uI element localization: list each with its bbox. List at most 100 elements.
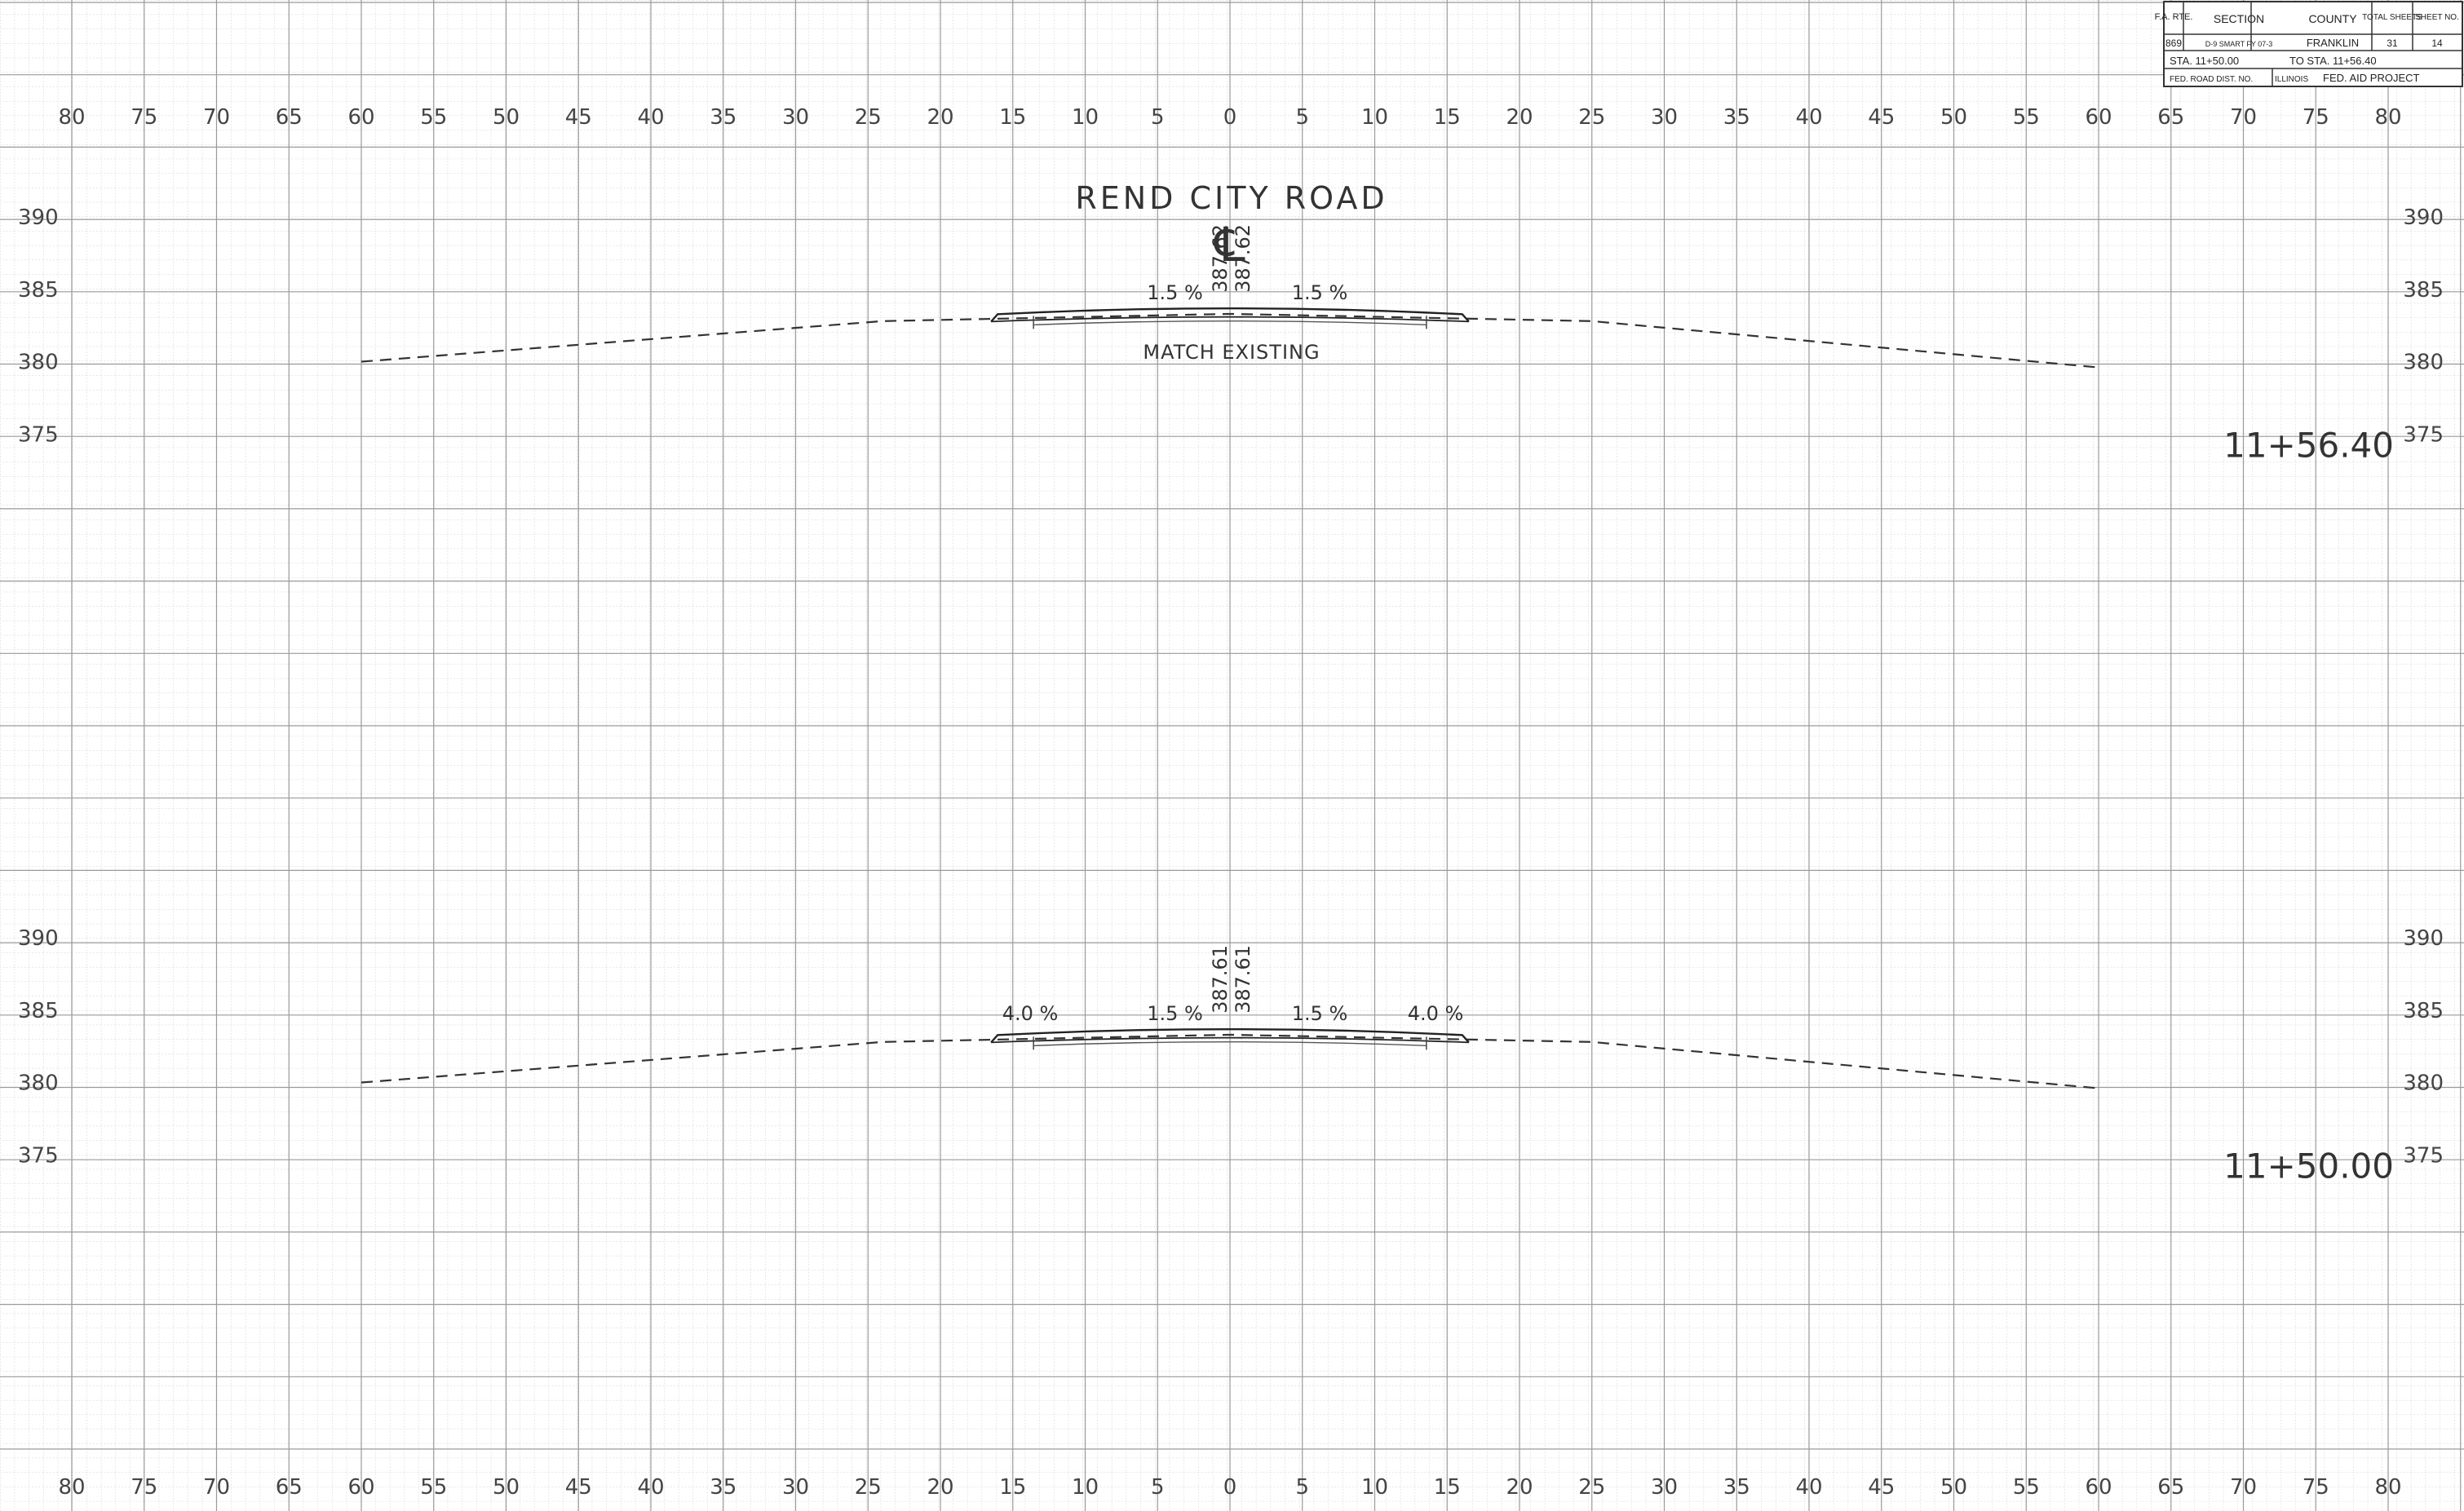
offset-tick-label: 25 [855, 1475, 882, 1500]
elevation-label-right: 375 [2403, 1143, 2444, 1168]
offset-tick-label: 15 [999, 1475, 1026, 1500]
station-label: 11+50.00 [2223, 1146, 2394, 1186]
offset-tick-label: 50 [493, 105, 520, 130]
elevation-label-left: 385 [18, 999, 59, 1023]
offset-tick-label: 60 [347, 1475, 374, 1500]
elevation-label-left: 375 [18, 422, 59, 447]
cross-slope-label: 1.5 % [1147, 1002, 1203, 1025]
offset-tick-label: 65 [276, 1475, 303, 1500]
offset-tick-label: 0 [1223, 1475, 1237, 1500]
elevation-label-left: 380 [18, 1071, 59, 1096]
elevation-label-right: 390 [2403, 205, 2444, 230]
offset-tick-label: 5 [1151, 105, 1165, 130]
offset-tick-label: 35 [1723, 105, 1750, 130]
offset-tick-label: 30 [782, 1475, 809, 1500]
elevation-label-left: 380 [18, 351, 59, 375]
offset-tick-label: 45 [565, 105, 592, 130]
offset-tick-label: 70 [2230, 1475, 2257, 1500]
offset-tick-label: 65 [276, 105, 303, 130]
offset-tick-label: 10 [1072, 1475, 1099, 1500]
offset-tick-label: 25 [1578, 105, 1605, 130]
section-note: MATCH EXISTING [1143, 341, 1320, 364]
elevation-label-right: 380 [2403, 351, 2444, 375]
offset-tick-label: 60 [2085, 105, 2112, 130]
existing-ground-line [361, 1033, 2099, 1089]
offset-tick-label: 70 [203, 105, 230, 130]
offset-tick-label: 10 [1361, 1475, 1388, 1500]
offset-tick-label: 55 [420, 1475, 447, 1500]
offset-tick-label: 20 [1506, 1475, 1533, 1500]
offset-tick-label: 30 [782, 105, 809, 130]
pavement-base-line [1033, 1040, 1427, 1047]
offset-tick-label: 80 [58, 105, 85, 130]
elevation-label-left: 385 [18, 278, 59, 303]
cross-sections: 387.62 387.62 1.5 % 1.5 % MATCH EXISTING 11+5… [361, 224, 2394, 1186]
offset-tick-label: 10 [1361, 105, 1388, 130]
elevation-label-right: 380 [2403, 1071, 2444, 1096]
cross-slope-label: 1.5 % [1147, 281, 1203, 304]
offset-tick-label: 50 [493, 1475, 520, 1500]
tb-val-rte: 869 [2165, 38, 2182, 49]
tb-sta-to: TO STA. 11+56.40 [2289, 55, 2377, 67]
offset-tick-label: 60 [2085, 1475, 2112, 1500]
elevation-label-right: 375 [2403, 422, 2444, 447]
offset-tick-label: 80 [2374, 105, 2401, 130]
cross-slope-label: 1.5 % [1292, 281, 1348, 304]
tb-fed-dist: FED. ROAD DIST. NO. [2170, 75, 2253, 84]
offset-tick-label: 5 [1151, 1475, 1165, 1500]
tb-hdr-sheet: SHEET NO. [2415, 13, 2459, 22]
offset-tick-label: 75 [130, 1475, 157, 1500]
tb-val-sheet: 14 [2431, 38, 2443, 49]
tb-val-county: FRANKLIN [2307, 37, 2359, 49]
tb-hdr-section: SECTION [2214, 12, 2264, 25]
offset-tick-label: 20 [927, 105, 953, 130]
tb-hdr-rte: F.A. RTE. [2155, 12, 2193, 22]
offset-tick-label: 30 [1651, 105, 1678, 130]
elevation-label-right: 385 [2403, 278, 2444, 303]
pavement-base-line [1033, 320, 1427, 326]
offset-tick-label: 55 [2013, 105, 2040, 130]
offset-tick-label: 25 [855, 105, 882, 130]
offset-tick-label: 45 [565, 1475, 592, 1500]
offset-tick-label: 20 [1506, 105, 1533, 130]
offset-tick-label: 50 [1940, 105, 1967, 130]
elevation-label-left: 375 [18, 1143, 59, 1168]
offset-tick-label: 45 [1868, 105, 1895, 130]
offset-tick-label: 65 [2157, 105, 2184, 130]
elevation-axis: 390 390 385 385 380 380 375 375 390 390 385 385 380 3… [18, 205, 2444, 1168]
tb-hdr-total: TOTAL SHEETS [2362, 13, 2422, 22]
offset-tick-label: 55 [420, 105, 447, 130]
offset-tick-label: 75 [2303, 1475, 2329, 1500]
offset-tick-label: 40 [637, 1475, 664, 1500]
cross-section-2: 387.61 387.61 4.0 % 1.5 % 1.5 % 4.0 % 11+50.00 [361, 945, 2394, 1186]
cross-slope-label: 4.0 % [1002, 1002, 1059, 1025]
offset-tick-label: 65 [2157, 1475, 2184, 1500]
offset-tick-label: 45 [1868, 1475, 1895, 1500]
offset-tick-label: 75 [130, 105, 157, 130]
offset-tick-label: 75 [2303, 105, 2329, 130]
offset-tick-label: 35 [710, 1475, 737, 1500]
offset-tick-label: 10 [1072, 105, 1099, 130]
offset-tick-label: 15 [999, 105, 1026, 130]
existing-ground-line [361, 312, 2099, 369]
road-title: REND CITY ROAD [1075, 180, 1387, 216]
elevation-label-right: 385 [2403, 999, 2444, 1023]
offset-tick-label: 15 [1434, 105, 1461, 130]
proposed-pavement-bottom [991, 1036, 1469, 1044]
proposed-pavement-bottom [991, 316, 1469, 323]
offset-tick-label: 60 [347, 105, 374, 130]
offset-tick-label: 35 [710, 105, 737, 130]
offset-tick-label: 55 [2013, 1475, 2040, 1500]
offset-tick-label: 50 [1940, 1475, 1967, 1500]
proposed-pavement-top [990, 307, 1470, 323]
offset-tick-label: 5 [1295, 105, 1309, 130]
elevation-label-right: 390 [2403, 926, 2444, 951]
cross-slope-label: 1.5 % [1292, 1002, 1348, 1025]
offset-tick-label: 40 [1795, 1475, 1822, 1500]
cross-section-1: 387.62 387.62 1.5 % 1.5 % MATCH EXISTING 11+5… [361, 224, 2394, 465]
cross-slope-label: 4.0 % [1408, 1002, 1464, 1025]
centerline-symbol: ℄ [1213, 217, 1245, 272]
